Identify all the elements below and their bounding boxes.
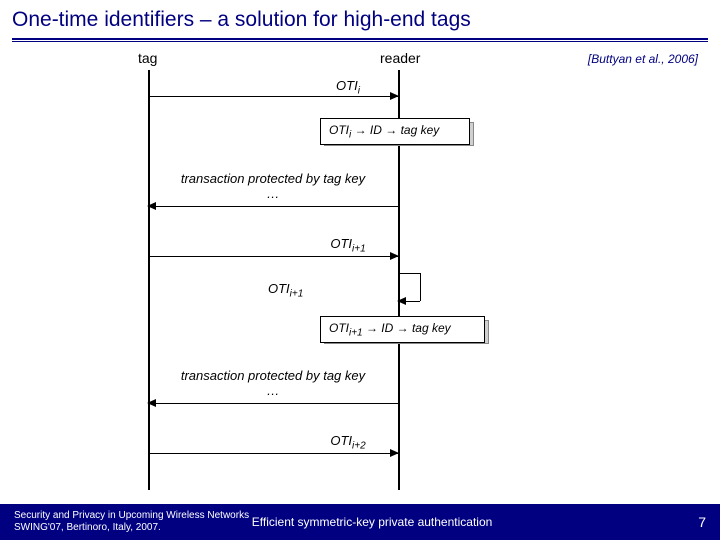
actor-label-tag: tag: [138, 50, 157, 66]
message-label-2: OTIi+1: [248, 236, 448, 255]
title-thin-line: [12, 41, 708, 42]
message-arrow-3: [148, 403, 398, 404]
title-underline: [12, 38, 708, 40]
message-label-0: OTIi: [248, 78, 448, 97]
self-msg-top: [398, 273, 420, 274]
message-arrow-1: [148, 206, 398, 207]
lifeline-tag: [148, 70, 150, 490]
footer-left: Security and Privacy in Upcoming Wireles…: [14, 510, 249, 534]
footer-line2: SWING'07, Bertinoro, Italy, 2007.: [14, 522, 249, 534]
actor-label-reader: reader: [380, 50, 420, 66]
mapping-box-0: OTIi → ID → tag key: [320, 118, 470, 145]
footer-bar: Security and Privacy in Upcoming Wireles…: [0, 504, 720, 540]
message-label-4: OTIi+2: [248, 433, 448, 452]
self-msg-return: [398, 301, 420, 302]
mapping-box-1: OTIi+1 → ID → tag key: [320, 316, 485, 343]
sequence-diagram: tag reader OTIi transaction protected by ta…: [0, 48, 720, 488]
footer-line1: Security and Privacy in Upcoming Wireles…: [14, 510, 249, 522]
message-arrow-2: [148, 256, 398, 257]
message-label-1: transaction protected by tag key…: [173, 171, 373, 201]
message-arrow-4: [148, 453, 398, 454]
self-msg-side: [420, 273, 421, 301]
self-msg-label: OTIi+1: [268, 281, 303, 300]
slide-title: One-time identifiers – a solution for hi…: [12, 8, 708, 32]
message-label-3: transaction protected by tag key…: [173, 368, 373, 398]
footer-page: 7: [698, 514, 706, 530]
footer-center: Efficient symmetric-key private authenti…: [252, 515, 493, 529]
